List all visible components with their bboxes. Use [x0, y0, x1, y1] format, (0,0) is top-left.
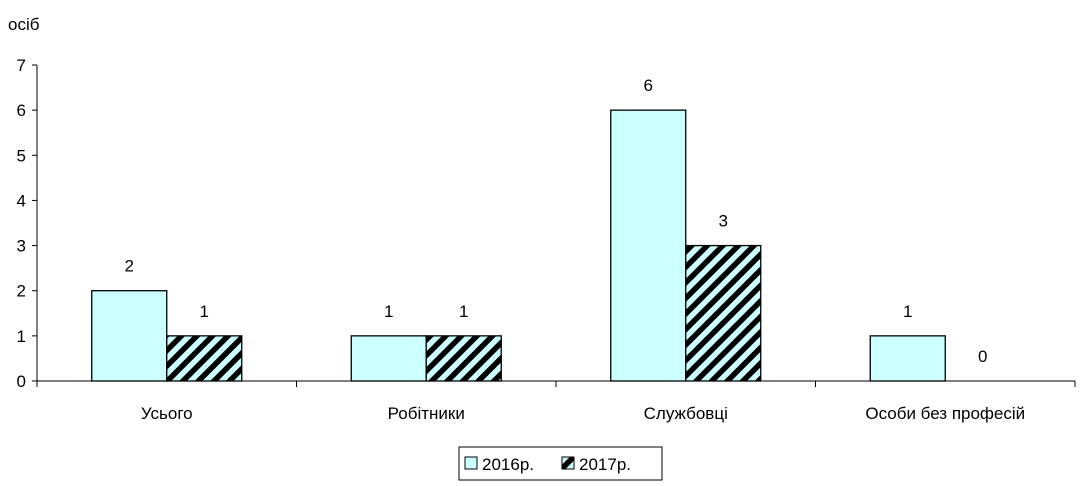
y-axis-unit-label: осіб: [8, 15, 40, 34]
y-tick-label: 1: [17, 327, 26, 346]
legend: 2016р. 2017р.: [458, 446, 663, 481]
data-labels: 2 1 1 1 6 3 1 0: [125, 76, 988, 366]
y-tick-label: 4: [17, 191, 26, 210]
bar: [610, 109, 687, 382]
category-label: Робітники: [388, 404, 465, 423]
y-tick-label: 3: [17, 237, 26, 256]
data-label: 1: [200, 302, 209, 321]
data-label: 1: [384, 302, 393, 321]
y-axis: 0 1 2 3 4 5 6 7: [17, 56, 38, 391]
data-label: 1: [459, 302, 468, 321]
y-tick-label: 6: [17, 101, 26, 120]
category-label: Особи без професій: [865, 404, 1025, 423]
bar: [425, 335, 502, 382]
legend-swatch: [561, 456, 575, 470]
legend-swatch: [464, 456, 478, 470]
y-tick-label: 0: [17, 372, 26, 391]
legend-box: [458, 446, 663, 481]
bars: [91, 109, 946, 382]
data-label: 0: [978, 347, 987, 366]
data-label: 2: [125, 257, 134, 276]
data-label: 3: [719, 212, 728, 231]
category-label: Усього: [141, 404, 193, 423]
x-axis: Усього Робітники Службовці Особи без профес…: [36, 380, 1076, 423]
legend-entry-label: 2016р.: [482, 455, 534, 474]
y-tick-label: 5: [17, 146, 26, 165]
bar: [166, 335, 243, 382]
data-label: 6: [644, 76, 653, 95]
y-tick-label: 7: [17, 56, 26, 75]
bar: [91, 290, 168, 382]
legend-entry-label: 2017р.: [579, 455, 631, 474]
bar: [350, 335, 427, 382]
category-label: Службовці: [644, 404, 728, 423]
bar: [869, 335, 946, 382]
y-tick-label: 2: [17, 282, 26, 301]
bar: [685, 244, 762, 382]
data-label: 1: [903, 302, 912, 321]
